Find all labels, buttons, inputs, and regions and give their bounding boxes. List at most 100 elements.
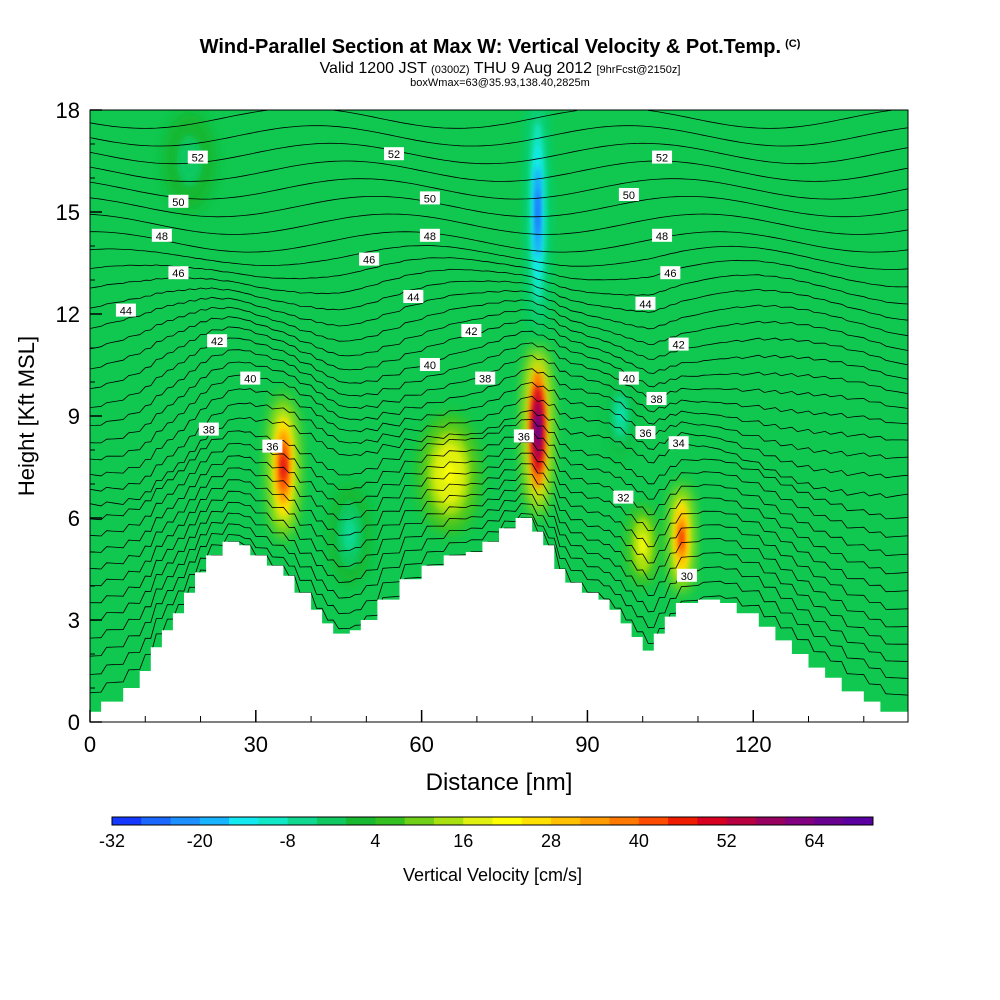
isentrope-label-bg: [151, 228, 172, 242]
colorbar-label: Vertical Velocity [cm/s]: [403, 865, 582, 885]
isentrope-label-bg: [635, 296, 656, 310]
isentrope-label-text: 36: [518, 431, 530, 443]
colorbar-swatch: [814, 817, 845, 825]
y-tick-label: 12: [56, 302, 80, 327]
isentrope-label-text: 50: [623, 190, 635, 202]
isentrope-label-bg: [240, 371, 261, 385]
valid-time: Valid 1200 JST: [319, 60, 427, 77]
colorbar-tick-label: -32: [99, 831, 125, 851]
isentrope-line: [90, 231, 908, 253]
colorbar-swatch: [112, 817, 142, 825]
chart-title-text: Wind-Parallel Section at Max W: Vertical…: [199, 36, 782, 58]
velocity-contour: [535, 414, 540, 445]
isentrope-line: [90, 245, 908, 270]
isentrope-label: 42: [461, 324, 482, 338]
isentrope-label-text: 44: [407, 292, 419, 304]
isentrope-line: [90, 463, 908, 593]
velocity-contour: [679, 528, 684, 549]
isentrope-label: 32: [613, 490, 634, 505]
isentrope-label: 50: [618, 188, 639, 202]
isentrope-label: 42: [668, 337, 689, 352]
x-tick-label: 90: [575, 732, 599, 757]
colorbar-swatch: [551, 817, 581, 825]
isentrope-label-bg: [262, 439, 283, 453]
colorbar-tick-label: 28: [541, 831, 561, 851]
colorbar-swatch: [199, 817, 230, 825]
isentrope-label-text: 46: [664, 268, 676, 280]
velocity-contour: [535, 189, 540, 235]
colorbar-swatch: [726, 817, 757, 825]
x-tick-label: 120: [735, 732, 772, 757]
y-tick-label: 15: [56, 200, 80, 225]
isentrope-label-text: 48: [156, 231, 168, 243]
isentrope-label-bg: [618, 371, 639, 385]
isentrope-label-bg: [168, 194, 189, 208]
y-tick-label: 18: [56, 98, 80, 123]
isentrope-line: [90, 452, 908, 575]
chart-title: Wind-Parallel Section at Max W: Vertical…: [0, 36, 1000, 59]
velocity-contour: [444, 463, 455, 484]
isentrope-label-text: 46: [172, 268, 184, 280]
isentrope-label-text: 32: [617, 493, 629, 505]
isentrope-line: [90, 409, 908, 507]
velocity-cell: [606, 375, 635, 457]
isentrope-label-text: 50: [424, 193, 436, 205]
colorbar-swatch: [785, 817, 815, 825]
colorbar-swatch: [668, 817, 698, 825]
colorbar-tick-label: 40: [629, 831, 649, 851]
isentrope-label-bg: [198, 422, 219, 436]
isentrope-label: 52: [652, 150, 673, 165]
isentrope-label-text: 44: [120, 306, 132, 318]
isentrope-label-bg: [359, 252, 380, 266]
isentrope-label: 38: [198, 422, 219, 437]
colorbar-swatch: [609, 817, 640, 825]
colorbar-swatch: [521, 817, 552, 825]
isentrope-line: [90, 368, 908, 461]
isentrope-label: 52: [187, 150, 208, 165]
chart-subtitle: Valid 1200 JST (0300Z) THU 9 Aug 2012 [9…: [0, 60, 1000, 78]
isentrope-line: [90, 299, 908, 351]
isentrope-labels: 52 50 48 46 44 42 40 38 36 52 50 48 46 44 42 40 38 36 52 50…: [115, 147, 697, 583]
colorbar-swatch: [492, 817, 523, 825]
isentrope-line: [90, 319, 908, 389]
isentrope-label: 38: [475, 371, 496, 386]
colorbar-swatch: [375, 817, 406, 825]
colorbar-tick-label: -8: [280, 831, 296, 851]
isentrope-label: 48: [419, 228, 440, 243]
isentrope-label-text: 36: [639, 428, 651, 440]
isentrope-label: 40: [618, 371, 639, 386]
isentrope-label: 36: [513, 429, 534, 443]
colorbar-frame: [111, 816, 874, 826]
isentrope-label-bg: [207, 334, 228, 348]
isentrope-line: [90, 309, 908, 370]
y-tick-label: 3: [68, 608, 80, 633]
isentrope-label: 36: [635, 426, 656, 440]
colorbar-swatch: [843, 817, 874, 825]
isentrope-line: [90, 441, 908, 557]
isentrope-label-bg: [419, 191, 440, 205]
isentrope-label-bg: [403, 290, 424, 303]
y-axis-label: Height [Kft MSL]: [14, 336, 39, 496]
isentrope-label-bg: [383, 147, 404, 161]
isentrope-label: 48: [652, 228, 673, 243]
isentrope-label: 46: [660, 266, 681, 280]
colorbar-tick-label: -20: [187, 831, 213, 851]
isentrope-label: 44: [115, 303, 136, 318]
isentrope-label-bg: [613, 490, 634, 504]
isentrope-label-bg: [646, 392, 667, 405]
isentrope-label-text: 42: [211, 336, 223, 348]
x-tick-label: 30: [244, 732, 268, 757]
isentrope-label-text: 42: [465, 326, 477, 338]
isentrope-label-text: 52: [192, 153, 204, 165]
colorbar-swatch: [141, 817, 172, 825]
isentrope-label-text: 52: [388, 149, 400, 161]
isentrope-line: [90, 503, 908, 662]
isentrope-label-text: 38: [650, 394, 662, 406]
isentrope-label: 34: [668, 436, 689, 450]
y-tick-label: 0: [68, 710, 80, 735]
isentrope-label-bg: [187, 150, 208, 164]
x-axis-label: Distance [nm]: [426, 769, 573, 796]
isentrope-label-text: 36: [266, 442, 278, 454]
isentrope-label: 52: [383, 147, 404, 161]
